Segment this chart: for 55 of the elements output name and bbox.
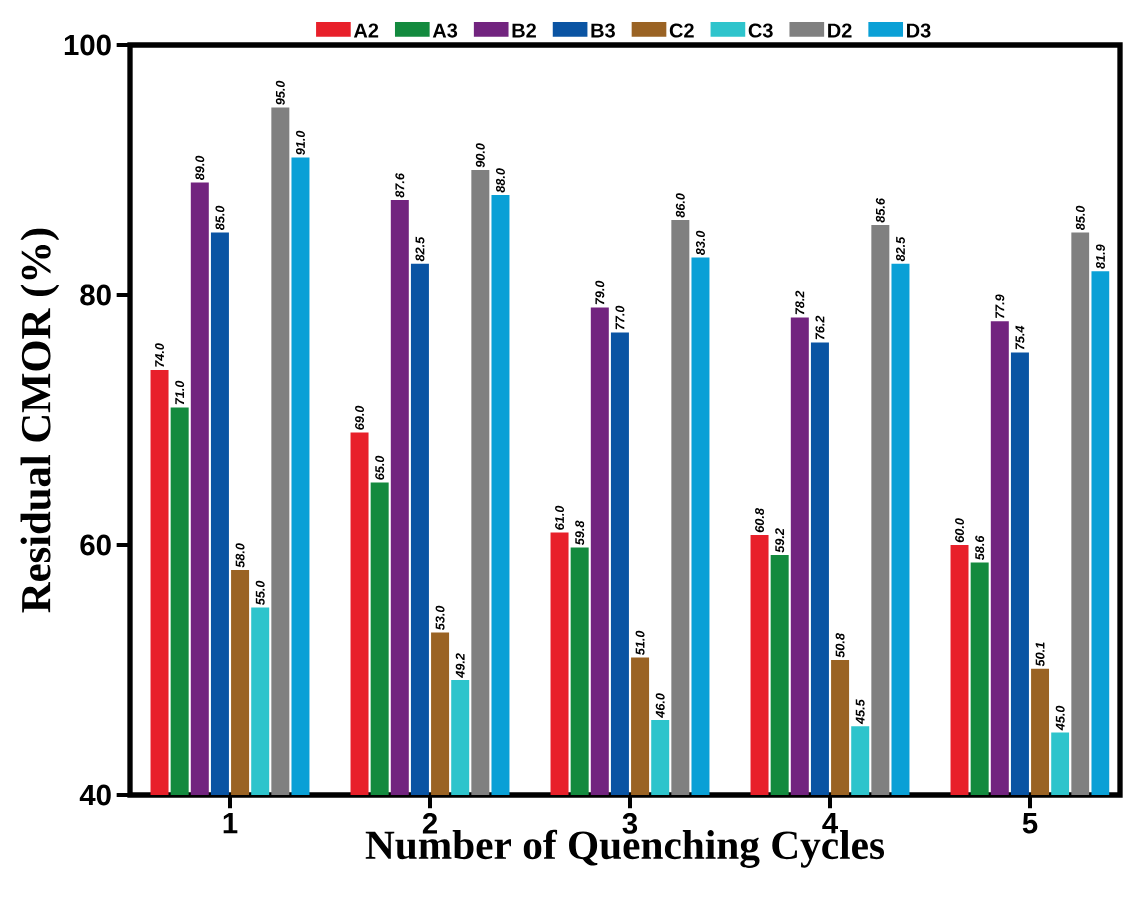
data-label: 85.0 — [215, 205, 225, 231]
data-label: 60.0 — [955, 518, 965, 543]
y-axis-title: Residual CMOR (%) — [20, 228, 60, 613]
data-label: 81.9 — [1095, 244, 1105, 269]
data-label: 90.0 — [475, 143, 485, 168]
data-label: 49.2 — [455, 653, 465, 678]
legend-label: B3 — [591, 23, 615, 38]
data-label: 53.0 — [435, 605, 445, 631]
data-label: 69.0 — [355, 405, 365, 430]
data-label: 86.0 — [675, 193, 685, 218]
data-label: 85.6 — [875, 198, 885, 223]
data-label: 87.6 — [395, 173, 405, 198]
data-label: 45.5 — [855, 699, 865, 725]
data-label: 50.8 — [835, 633, 845, 658]
data-label: 77.9 — [995, 294, 1005, 319]
data-label: 50.1 — [1035, 642, 1045, 667]
data-label: 58.0 — [235, 543, 245, 568]
y-tick-label: 40 — [79, 784, 111, 806]
data-label: 75.4 — [1015, 325, 1025, 350]
data-label: 82.5 — [415, 236, 425, 262]
data-label: 59.8 — [575, 520, 585, 546]
data-label: 76.2 — [815, 315, 825, 340]
data-label: 58.6 — [975, 535, 985, 561]
data-label: 95.0 — [275, 80, 285, 105]
data-label: 77.0 — [615, 305, 625, 330]
data-label: 71.0 — [175, 380, 185, 405]
legend-label: C2 — [669, 23, 694, 38]
y-tick-label: 80 — [80, 284, 111, 306]
legend-label: A2 — [353, 23, 379, 38]
legend-label: C3 — [748, 23, 773, 38]
data-label: 45.0 — [1055, 705, 1065, 731]
data-label: 89.0 — [195, 155, 205, 181]
data-label: 59.2 — [775, 528, 785, 553]
data-label: 79.0 — [595, 280, 605, 305]
data-label: 60.8 — [755, 508, 765, 533]
y-tick-label: 100 — [64, 34, 111, 56]
data-label: 83.0 — [695, 230, 705, 256]
data-label: 78.2 — [795, 290, 805, 315]
data-label: 74.0 — [155, 343, 165, 367]
data-label: 55.0 — [255, 580, 265, 606]
data-label: 82.5 — [895, 236, 905, 262]
legend-label: D2 — [828, 23, 852, 38]
data-label: 51.0 — [635, 630, 645, 656]
x-tick-label: 1 — [223, 813, 238, 834]
data-label: 88.0 — [495, 168, 505, 193]
y-tick-label: 60 — [80, 534, 111, 556]
legend-label: B2 — [512, 23, 536, 38]
data-label: 65.0 — [375, 455, 385, 480]
x-tick-label: 5 — [1022, 813, 1038, 834]
data-label: 46.0 — [655, 693, 665, 718]
legend-label: A3 — [432, 23, 458, 38]
data-label: 85.0 — [1075, 205, 1085, 231]
data-label: 61.0 — [555, 505, 565, 530]
data-label: 91.0 — [295, 130, 305, 155]
legend-label: D3 — [907, 23, 931, 38]
